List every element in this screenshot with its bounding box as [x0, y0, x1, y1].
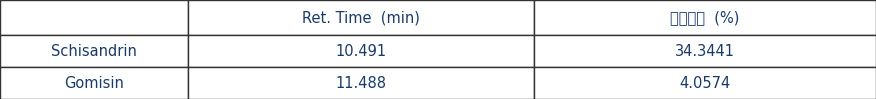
Text: Gomisin: Gomisin [64, 76, 124, 91]
Text: Ret. Time  (min): Ret. Time (min) [302, 10, 420, 25]
Text: Schisandrin: Schisandrin [51, 44, 138, 59]
Bar [0, 35, 188, 67]
Text: 34.3441: 34.3441 [675, 44, 735, 59]
Bar [188, 0, 534, 35]
Text: 10.491: 10.491 [336, 44, 387, 59]
Text: 11.488: 11.488 [336, 76, 387, 91]
Bar [0, 0, 188, 35]
Bar [188, 67, 534, 99]
Text: 4.0574: 4.0574 [680, 76, 731, 91]
Bar [534, 0, 876, 35]
Text: 상대함량  (%): 상대함량 (%) [670, 10, 740, 25]
Bar [534, 35, 876, 67]
Bar [188, 35, 534, 67]
Bar [0, 67, 188, 99]
Bar [534, 67, 876, 99]
